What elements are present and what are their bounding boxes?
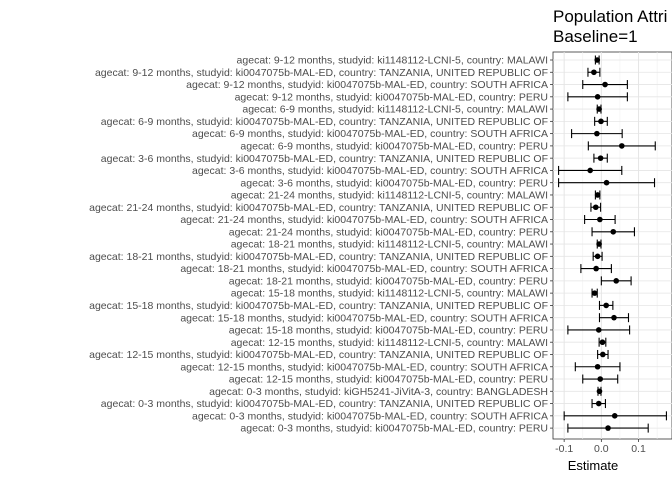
y-tick-label: agecat: 18-21 months, studyid: ki0047075… bbox=[229, 275, 548, 287]
y-tick-label: agecat: 0-3 months, studyid: ki0047075b-… bbox=[240, 423, 548, 435]
y-tick-label: agecat: 12-15 months, studyid: ki0047075… bbox=[180, 361, 548, 373]
y-tick-label: agecat: 12-15 months, studyid: ki0047075… bbox=[229, 374, 548, 386]
y-tick-label: agecat: 6-9 months, studyid: ki1148112-L… bbox=[242, 104, 548, 116]
estimate-point bbox=[596, 106, 602, 112]
x-axis-title: Estimate bbox=[568, 458, 619, 473]
y-tick-label: agecat: 3-6 months, studyid: ki0047075b-… bbox=[240, 177, 548, 189]
y-tick-label: agecat: 15-18 months, studyid: ki0047075… bbox=[180, 312, 548, 324]
plot-panel bbox=[552, 51, 672, 440]
x-tick-label: -0.1 bbox=[555, 443, 573, 455]
y-tick-label: agecat: 9-12 months, studyid: ki0047075b… bbox=[235, 91, 548, 103]
y-tick-label: agecat: 18-21 months, studyid: ki0047075… bbox=[180, 263, 548, 275]
estimate-point bbox=[596, 388, 603, 395]
estimate-point bbox=[594, 192, 601, 198]
y-axis-labels: agecat: 9-12 months, studyid: ki1148112-… bbox=[89, 55, 553, 435]
estimate-point bbox=[618, 143, 625, 149]
y-tick-label: agecat: 15-18 months, studyid: ki1148112… bbox=[231, 288, 548, 300]
y-tick-label: agecat: 9-12 months, studyid: ki0047075b… bbox=[186, 79, 548, 91]
estimate-point bbox=[594, 57, 601, 63]
y-tick-label: agecat: 21-24 months, studyid: ki1148112… bbox=[231, 190, 548, 202]
estimate-point bbox=[594, 363, 601, 370]
estimate-point bbox=[597, 155, 604, 161]
y-tick-label: agecat: 15-18 months, studyid: ki0047075… bbox=[229, 325, 548, 337]
y-tick-label: agecat: 6-9 months, studyid: ki0047075b-… bbox=[240, 140, 548, 152]
x-tick-label: 0.0 bbox=[594, 443, 609, 455]
estimate-point bbox=[595, 327, 602, 333]
chart-title-line-2: Baseline=1 bbox=[553, 27, 638, 46]
y-tick-label: agecat: 12-15 months, studyid: ki1148112… bbox=[231, 337, 548, 349]
y-tick-label: agecat: 3-6 months, studyid: ki0047075b-… bbox=[101, 153, 548, 165]
estimate-point bbox=[597, 216, 603, 223]
estimate-point bbox=[591, 69, 597, 76]
y-tick-label: agecat: 21-24 months, studyid: ki0047075… bbox=[180, 214, 548, 226]
y-tick-label: agecat: 0-3 months, studyid: kiGH5241-Ji… bbox=[209, 386, 548, 398]
estimate-point bbox=[596, 241, 602, 247]
y-tick-label: agecat: 0-3 months, studyid: ki0047075b-… bbox=[101, 398, 548, 410]
y-tick-label: agecat: 18-21 months, studyid: ki1148112… bbox=[231, 239, 548, 251]
estimate-point bbox=[587, 167, 593, 174]
estimate-point bbox=[611, 314, 617, 321]
estimate-point bbox=[591, 290, 598, 296]
y-tick-label: agecat: 15-18 months, studyid: ki0047075… bbox=[89, 300, 548, 312]
y-tick-label: agecat: 0-3 months, studyid: ki0047075b-… bbox=[192, 410, 548, 422]
point-estimates bbox=[587, 57, 625, 431]
y-tick-label: agecat: 3-6 months, studyid: ki0047075b-… bbox=[192, 165, 548, 177]
y-tick-label: agecat: 6-9 months, studyid: ki0047075b-… bbox=[101, 116, 548, 128]
estimate-point bbox=[603, 302, 609, 309]
chart-title-line-1: Population Attri bbox=[553, 7, 667, 26]
y-tick-label: agecat: 9-12 months, studyid: ki1148112-… bbox=[237, 55, 548, 67]
estimate-point bbox=[599, 339, 606, 346]
estimate-point bbox=[611, 413, 618, 419]
estimate-point bbox=[592, 204, 599, 211]
estimate-point bbox=[600, 351, 606, 358]
estimate-point bbox=[602, 81, 608, 88]
estimate-point bbox=[603, 179, 610, 186]
estimate-point bbox=[594, 253, 601, 260]
y-tick-label: agecat: 9-12 months, studyid: ki0047075b… bbox=[95, 67, 548, 79]
estimate-point bbox=[598, 118, 604, 125]
estimate-point bbox=[593, 265, 599, 272]
estimate-point bbox=[605, 425, 611, 431]
estimate-point bbox=[594, 130, 600, 137]
estimate-point bbox=[597, 376, 604, 382]
x-tick-label: 0.1 bbox=[631, 443, 646, 455]
y-tick-label: agecat: 12-15 months, studyid: ki0047075… bbox=[89, 349, 548, 361]
y-tick-label: agecat: 21-24 months, studyid: ki0047075… bbox=[89, 202, 548, 214]
estimate-point bbox=[595, 400, 602, 407]
estimate-point bbox=[613, 278, 620, 284]
y-tick-label: agecat: 18-21 months, studyid: ki0047075… bbox=[89, 251, 548, 263]
y-tick-label: agecat: 21-24 months, studyid: ki0047075… bbox=[229, 226, 548, 238]
estimate-point bbox=[594, 94, 601, 100]
estimate-point bbox=[610, 228, 617, 235]
x-axis-ticks: -0.1 0.0 0.1 bbox=[555, 439, 646, 455]
y-tick-label: agecat: 6-9 months, studyid: ki0047075b-… bbox=[192, 128, 548, 140]
